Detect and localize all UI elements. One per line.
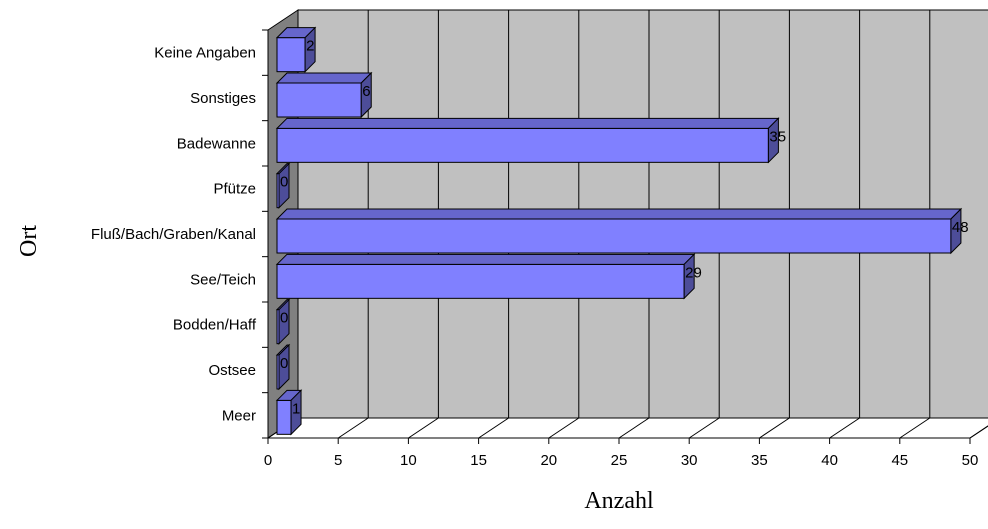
category-label: Ostsee bbox=[208, 362, 256, 379]
category-label: See/Teich bbox=[190, 271, 256, 288]
x-tick-label: 15 bbox=[470, 452, 487, 469]
bar bbox=[276, 37, 306, 73]
floor-gridline bbox=[969, 425, 988, 439]
bar bbox=[276, 263, 685, 299]
x-tick-label: 5 bbox=[334, 452, 342, 469]
bar-side bbox=[767, 117, 779, 164]
bar bbox=[276, 127, 769, 163]
bar-side bbox=[278, 298, 290, 345]
x-tick-label: 30 bbox=[681, 452, 698, 469]
x-tick-label: 40 bbox=[821, 452, 838, 469]
data-label: 35 bbox=[769, 128, 786, 145]
bar-side bbox=[683, 253, 695, 300]
x-tick-label: 50 bbox=[962, 452, 979, 469]
floor-gridline bbox=[478, 417, 509, 439]
x-axis-title: Anzahl bbox=[584, 488, 654, 514]
bars: 1 0 0 29 48 0 35 6 2 bbox=[275, 26, 969, 436]
category-label: Meer bbox=[222, 407, 256, 424]
category-label: Badewanne bbox=[177, 135, 256, 152]
data-label: 1 bbox=[292, 400, 300, 417]
category-label: Bodden/Haff bbox=[173, 317, 257, 334]
category-label: Keine Angaben bbox=[154, 45, 256, 62]
data-label: 29 bbox=[685, 264, 702, 281]
floor-gridline bbox=[759, 417, 790, 439]
floor-gridline bbox=[408, 417, 439, 439]
x-tick-label: 0 bbox=[264, 452, 272, 469]
data-label: 0 bbox=[280, 310, 288, 327]
data-label: 2 bbox=[306, 38, 314, 55]
y-axis-title: Ort bbox=[16, 225, 42, 257]
bar-top bbox=[275, 117, 780, 129]
x-tick-label: 35 bbox=[751, 452, 768, 469]
category-labels: Meer Ostsee Bodden/Haff See/Teich Fluß/Bach/… bbox=[91, 45, 257, 425]
floor-gridline bbox=[688, 417, 720, 439]
bar bbox=[276, 218, 952, 254]
bar-side bbox=[304, 26, 316, 73]
floor-gridline bbox=[618, 417, 650, 439]
data-label: 6 bbox=[362, 83, 370, 100]
bar-side bbox=[278, 162, 290, 209]
bar-side bbox=[278, 343, 290, 391]
x-tick-labels: 0 5 10 15 20 25 30 35 40 45 50 bbox=[264, 452, 979, 469]
floor-gridline bbox=[548, 417, 580, 439]
bar-side bbox=[950, 207, 962, 255]
bar-side bbox=[360, 71, 372, 119]
data-label: 0 bbox=[280, 355, 288, 372]
x-tick-label: 45 bbox=[891, 452, 908, 469]
x-tick-label: 10 bbox=[400, 452, 417, 469]
floor-gridline bbox=[829, 417, 860, 439]
bar bbox=[276, 82, 362, 118]
x-tick-label: 20 bbox=[540, 452, 557, 469]
category-label: Sonstiges bbox=[190, 90, 256, 107]
x-tick-label: 25 bbox=[611, 452, 628, 469]
floor-gridline bbox=[899, 417, 931, 439]
bar-top bbox=[275, 208, 963, 220]
category-label: Pfütze bbox=[213, 181, 256, 198]
data-label: 0 bbox=[280, 174, 288, 191]
floor bbox=[266, 417, 988, 439]
floor-gridline bbox=[337, 417, 369, 439]
bar bbox=[276, 399, 292, 435]
data-label: 48 bbox=[952, 219, 969, 236]
category-label: Fluß/Bach/Graben/Kanal bbox=[91, 226, 256, 243]
bar-top bbox=[275, 72, 373, 84]
bar-top bbox=[275, 253, 696, 265]
bar-side bbox=[290, 389, 302, 436]
